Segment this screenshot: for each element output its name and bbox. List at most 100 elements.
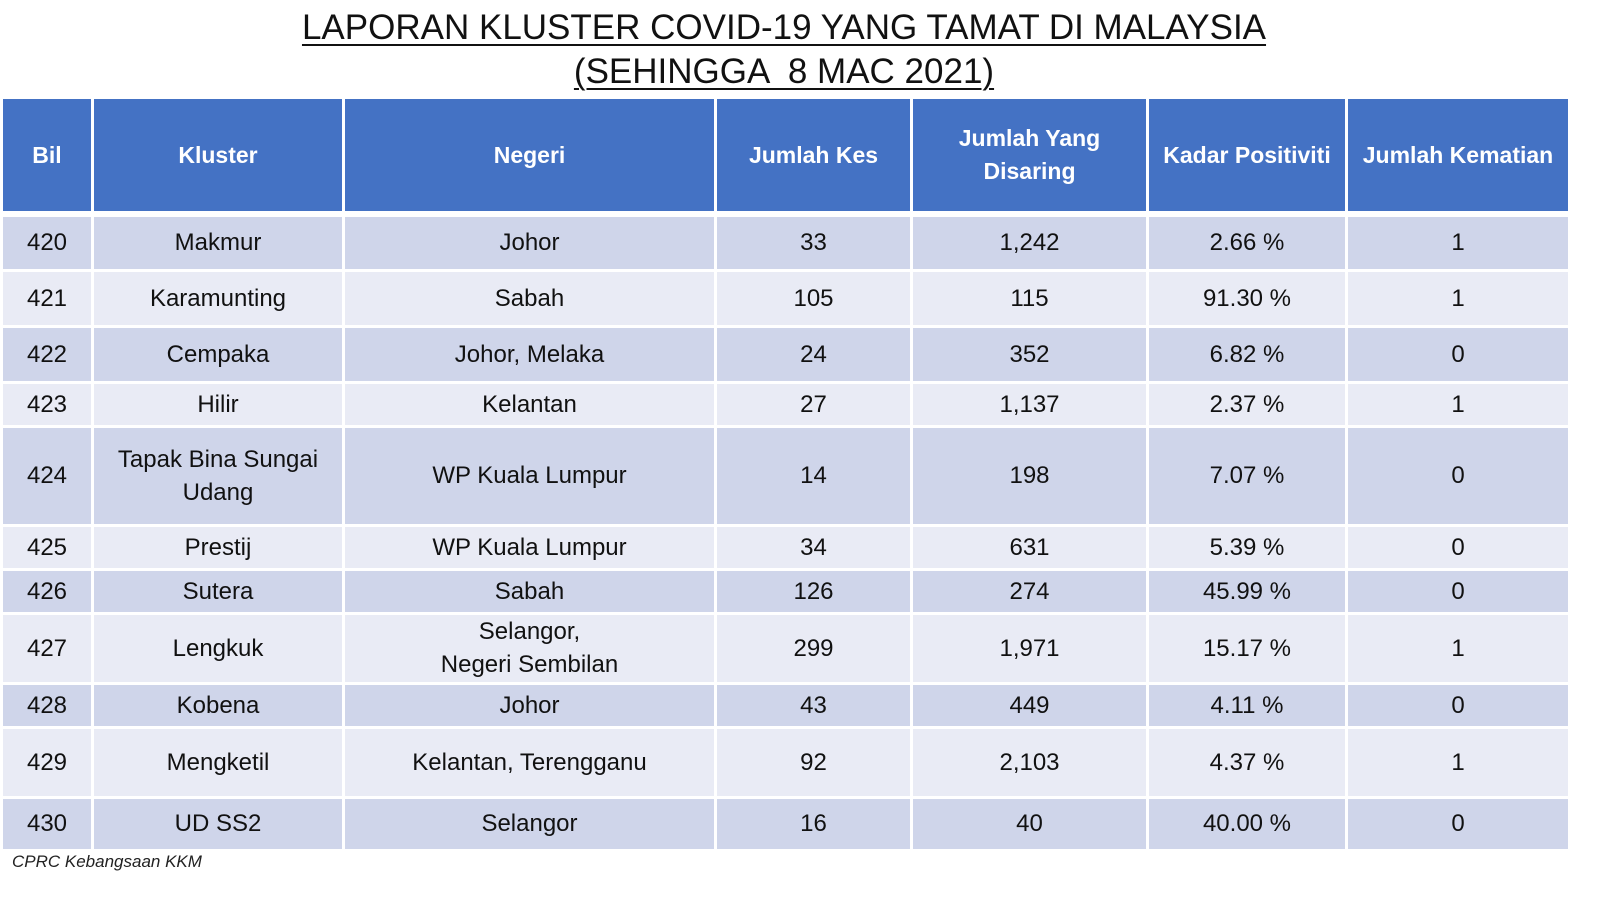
cell-kluster: Karamunting (91, 268, 345, 328)
cell-kadar-positiviti: 6.82 % (1146, 324, 1348, 384)
cell-jumlah-kematian: 1 (1345, 380, 1571, 428)
cell-jumlah-kes: 14 (714, 424, 913, 527)
cell-bil: 425 (0, 523, 94, 571)
cell-jumlah-disaring: 1,137 (910, 380, 1149, 428)
cell-negeri: Sabah (342, 268, 717, 328)
cell-negeri: Sabah (342, 567, 717, 615)
table-header-row: Bil Kluster Negeri Jumlah Kes Jumlah Yan… (0, 96, 1571, 217)
cell-kadar-positiviti: 2.66 % (1146, 212, 1348, 272)
cell-jumlah-disaring: 631 (910, 523, 1149, 571)
header-kluster: Kluster (91, 96, 345, 217)
cell-bil: 428 (0, 681, 94, 729)
cell-jumlah-kematian: 1 (1345, 725, 1571, 799)
cell-kluster: Sutera (91, 567, 345, 615)
table-body: 420 Makmur Johor 33 1,242 2.66 % 1 421 Karamunti… (0, 212, 1571, 852)
cell-bil: 429 (0, 725, 94, 799)
cell-kluster: Lengkuk (91, 611, 345, 685)
cell-kadar-positiviti: 7.07 % (1146, 424, 1348, 527)
header-kadar-positiviti: Kadar Positiviti (1146, 96, 1348, 217)
cell-kluster: Hilir (91, 380, 345, 428)
cell-jumlah-kematian: 1 (1345, 212, 1571, 272)
table-row: 422 Cempaka Johor, Melaka 24 352 6.82 % 0 (0, 324, 1571, 384)
cell-negeri: Johor (342, 212, 717, 272)
cell-jumlah-kes: 16 (714, 795, 913, 852)
cell-kluster: Tapak Bina Sungai Udang (91, 424, 345, 527)
cell-kadar-positiviti: 15.17 % (1146, 611, 1348, 685)
table-row: 420 Makmur Johor 33 1,242 2.66 % 1 (0, 212, 1571, 272)
cell-kadar-positiviti: 40.00 % (1146, 795, 1348, 852)
header-jumlah-kematian: Jumlah Kematian (1345, 96, 1571, 217)
cell-jumlah-disaring: 1,242 (910, 212, 1149, 272)
table-row: 425 Prestij WP Kuala Lumpur 34 631 5.39 % 0 (0, 523, 1571, 571)
cell-bil: 422 (0, 324, 94, 384)
table-row: 430 UD SS2 Selangor 16 40 40.00 % 0 (0, 795, 1571, 852)
cell-negeri: Selangor, Negeri Sembilan (342, 611, 717, 685)
header-jumlah-disaring: Jumlah Yang Disaring (910, 96, 1149, 217)
cell-jumlah-kematian: 0 (1345, 795, 1571, 852)
cell-jumlah-kes: 27 (714, 380, 913, 428)
cell-kluster: Prestij (91, 523, 345, 571)
cell-bil: 426 (0, 567, 94, 615)
header-jumlah-kes: Jumlah Kes (714, 96, 913, 217)
cell-kadar-positiviti: 4.37 % (1146, 725, 1348, 799)
cell-jumlah-disaring: 274 (910, 567, 1149, 615)
cell-kadar-positiviti: 5.39 % (1146, 523, 1348, 571)
cell-bil: 424 (0, 424, 94, 527)
cell-jumlah-kes: 33 (714, 212, 913, 272)
cell-negeri: Selangor (342, 795, 717, 852)
table-row: 427 Lengkuk Selangor, Negeri Sembilan 299 1,… (0, 611, 1571, 685)
cell-negeri: WP Kuala Lumpur (342, 424, 717, 527)
cell-jumlah-disaring: 115 (910, 268, 1149, 328)
cell-negeri: Kelantan (342, 380, 717, 428)
cell-kluster: UD SS2 (91, 795, 345, 852)
cell-jumlah-kematian: 0 (1345, 324, 1571, 384)
cell-negeri: Johor (342, 681, 717, 729)
cell-bil: 421 (0, 268, 94, 328)
cell-jumlah-kes: 24 (714, 324, 913, 384)
cell-bil: 430 (0, 795, 94, 852)
header-negeri: Negeri (342, 96, 717, 217)
cell-jumlah-disaring: 40 (910, 795, 1149, 852)
cell-bil: 423 (0, 380, 94, 428)
cell-jumlah-disaring: 449 (910, 681, 1149, 729)
cell-jumlah-kematian: 0 (1345, 424, 1571, 527)
cell-kluster: Kobena (91, 681, 345, 729)
cell-jumlah-kematian: 1 (1345, 611, 1571, 685)
table-row: 421 Karamunting Sabah 105 115 91.30 % 1 (0, 268, 1571, 328)
cell-bil: 427 (0, 611, 94, 685)
cell-negeri: WP Kuala Lumpur (342, 523, 717, 571)
cell-jumlah-disaring: 2,103 (910, 725, 1149, 799)
cluster-table: Bil Kluster Negeri Jumlah Kes Jumlah Yan… (0, 96, 1571, 852)
cell-jumlah-kematian: 1 (1345, 268, 1571, 328)
cell-jumlah-kes: 43 (714, 681, 913, 729)
cell-kluster: Mengketil (91, 725, 345, 799)
title-line-1: LAPORAN KLUSTER COVID-19 YANG TAMAT DI M… (301, 8, 1267, 47)
cell-jumlah-disaring: 1,971 (910, 611, 1149, 685)
cell-jumlah-kes: 34 (714, 523, 913, 571)
cell-jumlah-kes: 105 (714, 268, 913, 328)
table-row: 426 Sutera Sabah 126 274 45.99 % 0 (0, 567, 1571, 615)
table-row: 424 Tapak Bina Sungai Udang WP Kuala Lumpu… (0, 424, 1571, 527)
cell-kadar-positiviti: 45.99 % (1146, 567, 1348, 615)
cell-kadar-positiviti: 91.30 % (1146, 268, 1348, 328)
cell-kadar-positiviti: 2.37 % (1146, 380, 1348, 428)
cell-jumlah-kematian: 0 (1345, 567, 1571, 615)
header-bil: Bil (0, 96, 94, 217)
cell-jumlah-kes: 92 (714, 725, 913, 799)
source-note: CPRC Kebangsaan KKM (12, 852, 202, 871)
table-row: 423 Hilir Kelantan 27 1,137 2.37 % 1 (0, 380, 1571, 428)
cell-kadar-positiviti: 4.11 % (1146, 681, 1348, 729)
cell-negeri: Johor, Melaka (342, 324, 717, 384)
cell-jumlah-kematian: 0 (1345, 681, 1571, 729)
table-row: 429 Mengketil Kelantan, Terengganu 92 2,103 4… (0, 725, 1571, 799)
page-title: LAPORAN KLUSTER COVID-19 YANG TAMAT DI M… (0, 6, 1568, 94)
cell-jumlah-kematian: 0 (1345, 523, 1571, 571)
table-row: 428 Kobena Johor 43 449 4.11 % 0 (0, 681, 1571, 729)
cell-jumlah-kes: 299 (714, 611, 913, 685)
cell-jumlah-disaring: 198 (910, 424, 1149, 527)
cell-jumlah-kes: 126 (714, 567, 913, 615)
cell-negeri: Kelantan, Terengganu (342, 725, 717, 799)
cell-jumlah-disaring: 352 (910, 324, 1149, 384)
cell-bil: 420 (0, 212, 94, 272)
title-line-2: (SEHINGGA 8 MAC 2021) (573, 52, 995, 91)
